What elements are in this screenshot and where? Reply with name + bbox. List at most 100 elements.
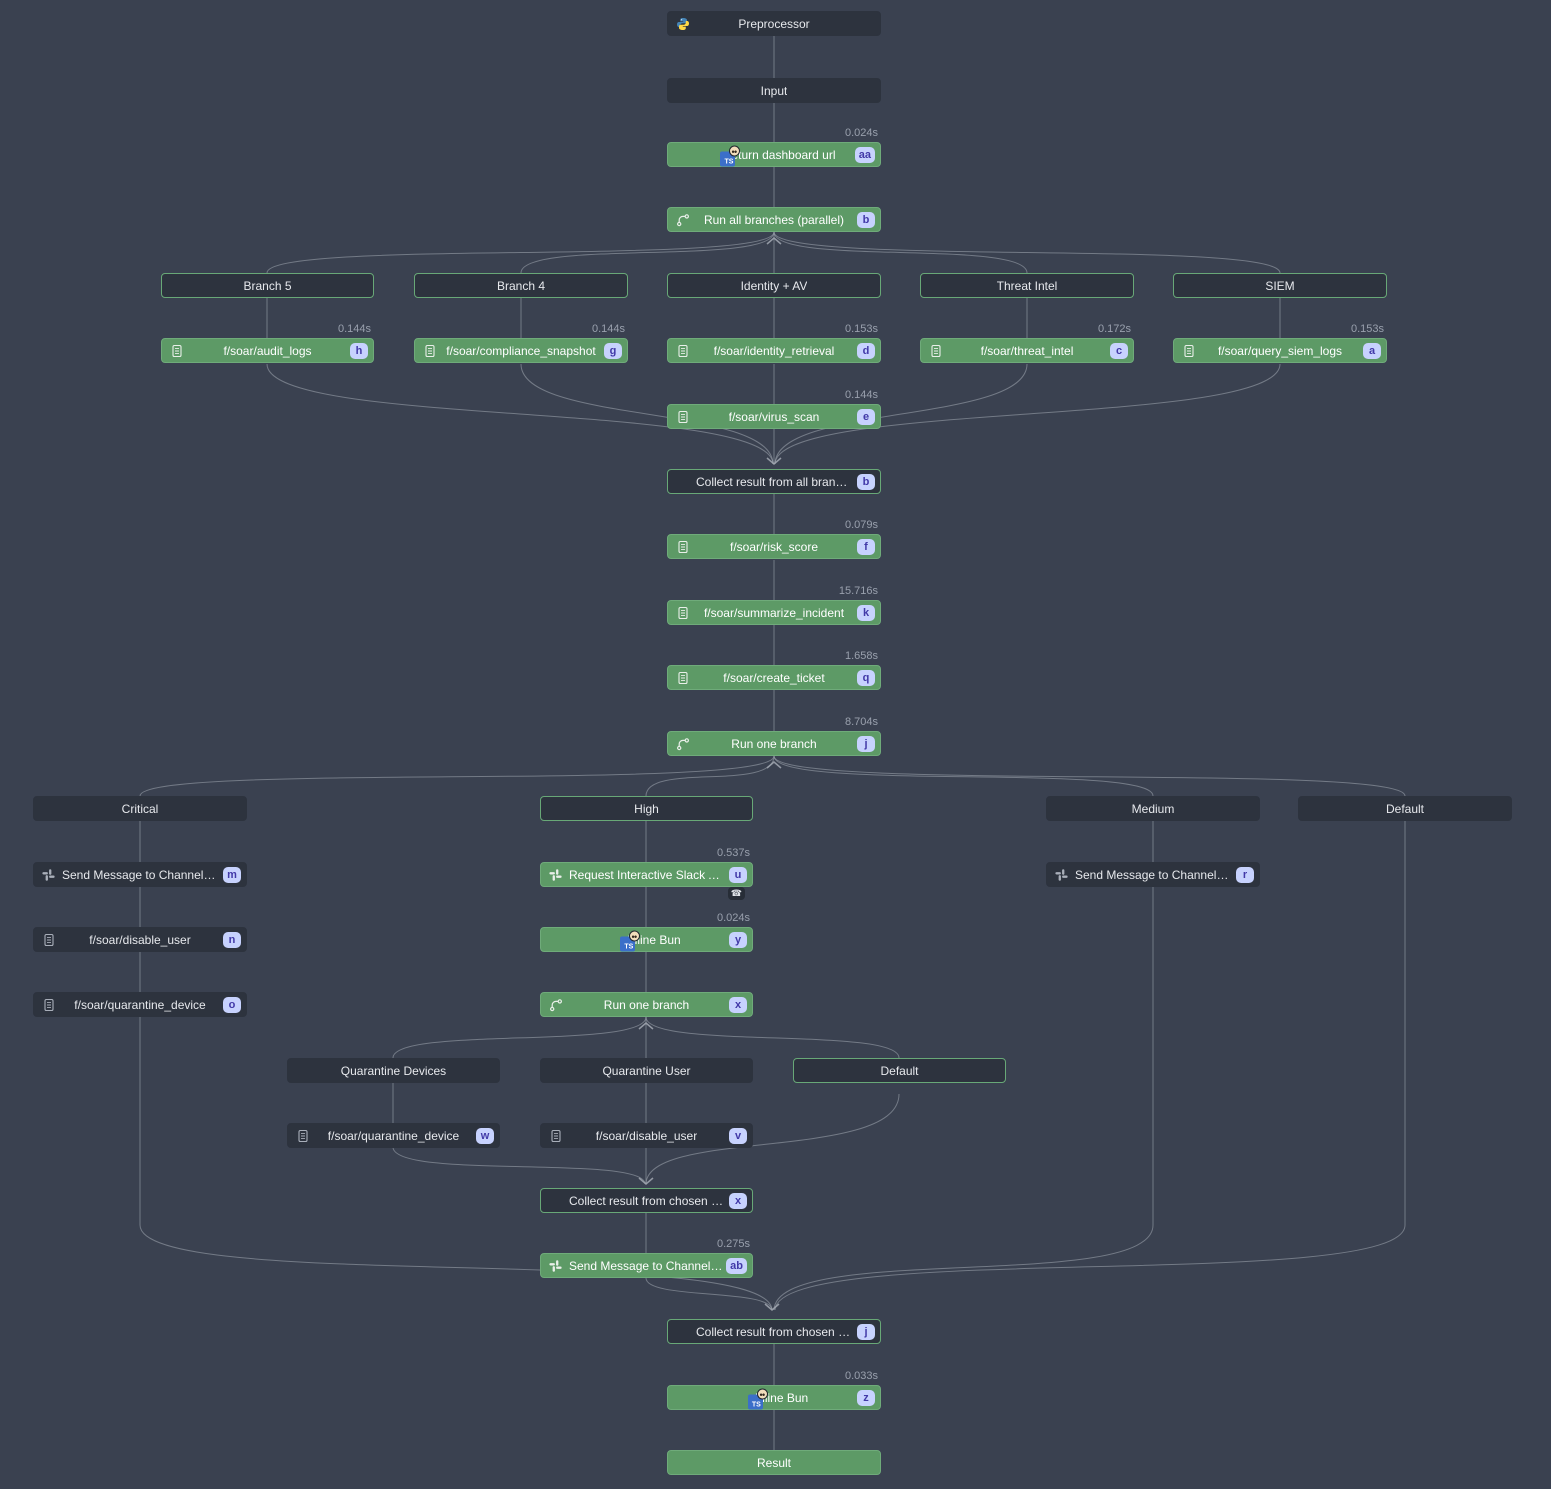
node-summarize-incident[interactable]: 15.716s f/soar/summarize_incident k <box>667 585 881 625</box>
node-label: return dashboard url <box>727 147 836 162</box>
script-icon <box>676 671 690 685</box>
node-badge: aa <box>854 146 875 163</box>
node-badge: o <box>223 996 241 1013</box>
branch-label-quarantine-devices[interactable]: Quarantine Devices <box>287 1058 500 1083</box>
script-icon <box>676 344 690 358</box>
node-badge: ab <box>726 1257 747 1274</box>
script-icon <box>676 606 690 620</box>
node-threat-intel[interactable]: 0.172s f/soar/threat_intel c <box>920 323 1134 363</box>
branch-fork-icon <box>676 213 690 227</box>
node-badge: m <box>223 866 241 883</box>
node-run-one-branch[interactable]: 8.704s Run one branch j <box>667 716 881 756</box>
node-audit-logs[interactable]: 0.144s f/soar/audit_logs h <box>161 323 374 363</box>
script-icon <box>929 344 943 358</box>
node-label: Send Message to Channel (slack) <box>62 867 218 882</box>
node-request-slack-approval[interactable]: 0.537s Request Interactive Slack Appro..… <box>540 847 753 900</box>
node-quarantine-device-critical[interactable]: f/soar/quarantine_device o <box>33 992 247 1017</box>
node-inline-bun-y[interactable]: 0.024s TS Inline Bun y <box>540 912 753 952</box>
node-label: Run all branches (parallel) <box>703 212 845 227</box>
node-query-siem-logs[interactable]: 0.153s f/soar/query_siem_logs a <box>1173 323 1387 363</box>
node-label: f/soar/risk_score <box>729 539 819 554</box>
node-label: Preprocessor <box>738 16 810 31</box>
branch-label-branch5[interactable]: Branch 5 <box>161 273 374 298</box>
node-label: High <box>634 801 659 816</box>
duration-label: 0.079s <box>844 519 878 531</box>
typescript-icon: TS <box>747 1388 768 1409</box>
node-inline-bun-z[interactable]: 0.033s TS Inline Bun z <box>667 1370 881 1410</box>
bun-icon <box>756 1388 768 1399</box>
node-collect-all-branches[interactable]: Collect result from all branches b <box>667 469 881 494</box>
duration-label: 8.704s <box>844 716 878 728</box>
node-send-message-medium[interactable]: Send Message to Channel (slack) r <box>1046 862 1260 887</box>
node-badge: b <box>857 473 875 490</box>
node-label: Medium <box>1131 801 1175 816</box>
duration-label: 0.153s <box>844 323 878 335</box>
node-badge: j <box>857 735 875 752</box>
node-preprocessor[interactable]: Preprocessor <box>667 11 881 36</box>
branch-label-quarantine-user[interactable]: Quarantine User <box>540 1058 753 1083</box>
node-label: Identity + AV <box>740 278 808 293</box>
node-label: Send Message to Channel (sla... <box>569 1258 724 1273</box>
node-badge: g <box>604 342 622 359</box>
node-label: f/soar/quarantine_device <box>327 1128 460 1143</box>
node-label: f/soar/disable_user <box>595 1128 698 1143</box>
node-badge: j <box>857 1323 875 1340</box>
node-badge: h <box>350 342 368 359</box>
node-label: Send Message to Channel (slack) <box>1075 867 1231 882</box>
branch-label-siem[interactable]: SIEM <box>1173 273 1387 298</box>
duration-label: 0.144s <box>337 323 371 335</box>
branch-label-branch4[interactable]: Branch 4 <box>414 273 628 298</box>
node-label: f/soar/compliance_snapshot <box>446 343 596 358</box>
node-run-all-branches[interactable]: Run all branches (parallel) b <box>667 207 881 232</box>
duration-label: 0.144s <box>591 323 625 335</box>
branch-label-medium[interactable]: Medium <box>1046 796 1260 821</box>
node-label: f/soar/disable_user <box>89 932 191 947</box>
node-disable-user-critical[interactable]: f/soar/disable_user n <box>33 927 247 952</box>
branch-label-default-inner[interactable]: Default <box>793 1058 1006 1083</box>
script-icon <box>296 1129 310 1143</box>
node-label: Collect result from all branches <box>696 474 852 489</box>
typescript-icon: TS <box>620 930 641 951</box>
slack-icon <box>42 868 55 881</box>
branch-label-identity-av[interactable]: Identity + AV <box>667 273 881 298</box>
node-risk-score[interactable]: 0.079s f/soar/risk_score f <box>667 519 881 559</box>
slack-icon <box>1055 868 1068 881</box>
branch-label-default[interactable]: Default <box>1298 796 1512 821</box>
node-virus-scan[interactable]: 0.144s f/soar/virus_scan e <box>667 389 881 429</box>
script-icon <box>549 1129 563 1143</box>
node-label: Collect result from chosen branch <box>569 1193 724 1208</box>
node-result[interactable]: Result <box>667 1450 881 1475</box>
script-icon <box>423 344 437 358</box>
node-quarantine-device-inner[interactable]: f/soar/quarantine_device w <box>287 1123 500 1148</box>
branch-label-high[interactable]: High <box>540 796 753 821</box>
bun-icon <box>729 145 741 156</box>
node-badge: f <box>857 538 875 555</box>
duration-label: 0.024s <box>716 912 750 924</box>
node-create-ticket[interactable]: 1.658s f/soar/create_ticket q <box>667 650 881 690</box>
node-badge: z <box>857 1389 875 1406</box>
script-icon <box>170 344 184 358</box>
slack-icon <box>549 868 562 881</box>
branch-label-threat-intel[interactable]: Threat Intel <box>920 273 1134 298</box>
slack-icon <box>549 1259 562 1272</box>
node-collect-chosen-inner[interactable]: Collect result from chosen branch x <box>540 1188 753 1213</box>
node-send-message-critical[interactable]: Send Message to Channel (slack) m <box>33 862 247 887</box>
node-run-one-branch-inner[interactable]: Run one branch x <box>540 992 753 1017</box>
node-label: Default <box>880 1063 919 1078</box>
node-collect-chosen-outer[interactable]: Collect result from chosen branch j <box>667 1319 881 1344</box>
node-label: Run one branch <box>731 736 817 751</box>
duration-label: 0.033s <box>844 1370 878 1382</box>
duration-label: 0.172s <box>1097 323 1131 335</box>
node-return-dashboard-url[interactable]: 0.024s TS return dashboard url aa <box>667 127 881 167</box>
node-identity-retrieval[interactable]: 0.153s f/soar/identity_retrieval d <box>667 323 881 363</box>
node-compliance-snapshot[interactable]: 0.144s f/soar/compliance_snapshot g <box>414 323 628 363</box>
node-label: Branch 5 <box>243 278 292 293</box>
node-label: Threat Intel <box>996 278 1058 293</box>
node-label: f/soar/virus_scan <box>728 409 820 424</box>
node-send-message-high[interactable]: 0.275s Send Message to Channel (sla... a… <box>540 1238 753 1278</box>
node-disable-user-inner[interactable]: f/soar/disable_user v <box>540 1123 753 1148</box>
node-input[interactable]: Input <box>667 78 881 103</box>
duration-label: 0.275s <box>716 1238 750 1250</box>
branch-label-critical[interactable]: Critical <box>33 796 247 821</box>
